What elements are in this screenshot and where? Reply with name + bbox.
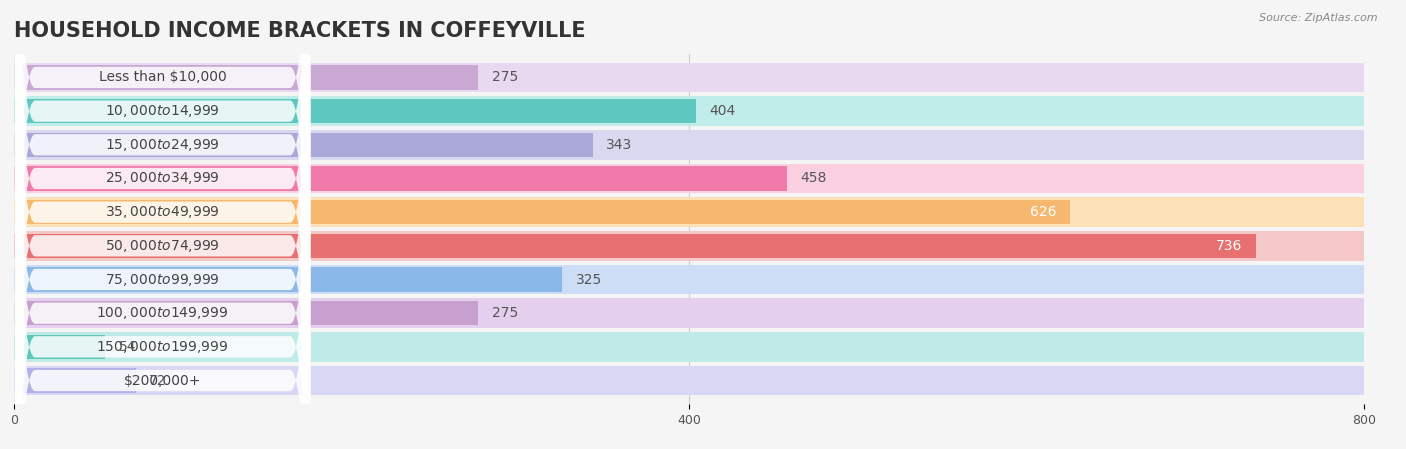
Text: $15,000 to $24,999: $15,000 to $24,999 bbox=[105, 137, 219, 153]
Bar bbox=[14, 264, 1364, 295]
Text: 626: 626 bbox=[1031, 205, 1057, 219]
FancyBboxPatch shape bbox=[15, 0, 311, 449]
Bar bbox=[14, 298, 1364, 328]
Bar bbox=[14, 166, 787, 190]
Bar bbox=[14, 267, 562, 292]
Bar bbox=[14, 163, 1364, 193]
Bar bbox=[14, 332, 1364, 362]
Bar bbox=[14, 365, 1364, 396]
Text: $35,000 to $49,999: $35,000 to $49,999 bbox=[105, 204, 219, 220]
Text: $50,000 to $74,999: $50,000 to $74,999 bbox=[105, 238, 219, 254]
Text: 72: 72 bbox=[149, 374, 166, 387]
Bar bbox=[14, 231, 1364, 260]
Text: $200,000+: $200,000+ bbox=[124, 374, 201, 387]
Bar bbox=[14, 130, 1364, 159]
Bar bbox=[14, 65, 478, 89]
Text: $10,000 to $14,999: $10,000 to $14,999 bbox=[105, 103, 219, 119]
Bar bbox=[14, 368, 135, 392]
Bar bbox=[14, 99, 696, 123]
FancyBboxPatch shape bbox=[15, 0, 311, 449]
FancyBboxPatch shape bbox=[15, 0, 311, 449]
FancyBboxPatch shape bbox=[15, 0, 311, 449]
FancyBboxPatch shape bbox=[15, 0, 311, 449]
Text: $100,000 to $149,999: $100,000 to $149,999 bbox=[97, 305, 229, 321]
Text: 325: 325 bbox=[576, 273, 602, 286]
Bar bbox=[14, 233, 1256, 258]
Text: $25,000 to $34,999: $25,000 to $34,999 bbox=[105, 171, 219, 186]
Text: 275: 275 bbox=[492, 70, 517, 84]
Bar bbox=[14, 301, 478, 325]
Text: Source: ZipAtlas.com: Source: ZipAtlas.com bbox=[1260, 13, 1378, 23]
Bar bbox=[14, 133, 593, 157]
FancyBboxPatch shape bbox=[15, 0, 311, 449]
FancyBboxPatch shape bbox=[15, 0, 311, 449]
Bar bbox=[14, 96, 1364, 126]
FancyBboxPatch shape bbox=[15, 0, 311, 449]
Text: 275: 275 bbox=[492, 306, 517, 320]
Text: 458: 458 bbox=[800, 172, 827, 185]
Text: 736: 736 bbox=[1216, 239, 1243, 253]
FancyBboxPatch shape bbox=[15, 0, 311, 449]
Bar bbox=[14, 62, 1364, 92]
Text: 404: 404 bbox=[709, 104, 735, 118]
Text: 54: 54 bbox=[118, 340, 136, 354]
Bar bbox=[14, 197, 1364, 227]
Text: 343: 343 bbox=[606, 138, 633, 152]
Text: Less than $10,000: Less than $10,000 bbox=[98, 70, 226, 84]
Text: $75,000 to $99,999: $75,000 to $99,999 bbox=[105, 272, 219, 287]
FancyBboxPatch shape bbox=[15, 0, 311, 449]
Bar bbox=[14, 335, 105, 359]
Text: $150,000 to $199,999: $150,000 to $199,999 bbox=[97, 339, 229, 355]
Bar bbox=[14, 200, 1070, 224]
Text: HOUSEHOLD INCOME BRACKETS IN COFFEYVILLE: HOUSEHOLD INCOME BRACKETS IN COFFEYVILLE bbox=[14, 21, 586, 41]
